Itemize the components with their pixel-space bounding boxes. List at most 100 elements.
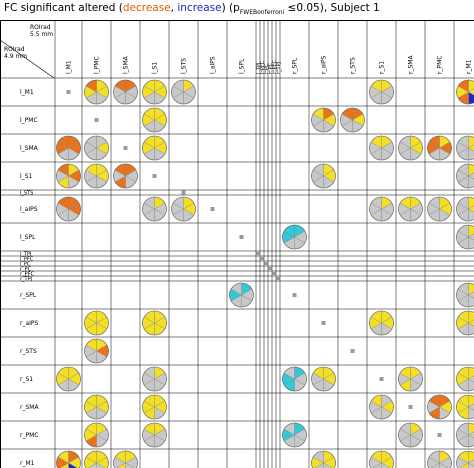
connectivity-glyph: [369, 394, 394, 420]
connectivity-glyph: [311, 366, 336, 392]
connectivity-glyph: [142, 196, 167, 222]
glyph-ring: [369, 310, 394, 336]
glyph-sector: [468, 88, 474, 96]
connectivity-glyph: [142, 310, 167, 336]
diagonal-marker: [66, 90, 71, 94]
connectivity-glyph: [142, 366, 167, 392]
column-label: r_TPJ: [276, 62, 282, 74]
column-label: l_S1: [152, 62, 159, 74]
glyph-sector: [468, 431, 474, 439]
connectivity-glyph: [84, 163, 109, 189]
glyph-ring: [369, 79, 394, 105]
row-label: r_M1: [20, 460, 35, 467]
diagonal-marker: [321, 321, 326, 325]
glyph-ring: [456, 310, 474, 336]
connectivity-glyph: [142, 394, 167, 420]
column-label: l_STS: [181, 58, 188, 74]
glyph-sector: [468, 144, 474, 152]
glyph-ring: [456, 282, 474, 308]
glyph-ring: [369, 450, 394, 468]
row-label: l_PMC: [20, 117, 38, 124]
row-label: l_M1: [20, 89, 34, 96]
row-label: l_SPL: [20, 234, 36, 241]
connectivity-glyph: [113, 450, 138, 468]
connectivity-glyph: [398, 196, 423, 222]
connectivity-glyph: [456, 450, 474, 468]
row-label: l_TPJ: [20, 252, 31, 258]
connectivity-glyph: [456, 224, 474, 250]
connectivity-glyph: [282, 366, 307, 392]
decrease-label: decrease: [122, 2, 171, 14]
connectivity-glyph: [456, 422, 474, 448]
glyph-ring: [142, 310, 167, 336]
connectivity-glyph: [340, 107, 365, 133]
connectivity-glyph: [56, 450, 81, 468]
glyph-sector: [468, 205, 474, 213]
glyph-ring: [398, 366, 423, 392]
diagonal-marker: [379, 377, 384, 381]
column-label: l_M1: [66, 60, 73, 74]
connectivity-glyph: [311, 107, 336, 133]
connectivity-glyph: [369, 135, 394, 161]
glyph-ring: [56, 450, 81, 468]
connectivity-glyph: [84, 422, 109, 448]
connectivity-glyph: [56, 135, 81, 161]
glyph-sector: [323, 462, 333, 468]
glyph-ring: [113, 79, 138, 105]
glyph-ring: [456, 196, 474, 222]
connectivity-glyph: [311, 450, 336, 468]
glyph-sector: [439, 462, 449, 468]
connectivity-glyph: [427, 135, 452, 161]
connectivity-glyph: [142, 107, 167, 133]
glyph-ring: [340, 107, 365, 133]
glyph-ring: [369, 394, 394, 420]
glyph-ring: [427, 196, 452, 222]
diagonal-marker: [260, 257, 264, 260]
header-diagonal: [0, 39, 55, 79]
connectivity-glyph: [427, 450, 452, 468]
connectivity-glyph: [427, 196, 452, 222]
row-label: r_PC: [20, 267, 32, 273]
diagonal-marker: [272, 272, 276, 275]
glyph-ring: [456, 450, 474, 468]
glyph-ring: [84, 163, 109, 189]
glyph-sector: [468, 291, 474, 299]
diagonal-marker: [268, 267, 272, 270]
diagonal-marker: [152, 174, 157, 178]
glyph-ring: [282, 366, 307, 392]
row-label: l_SMA: [20, 145, 39, 152]
glyph-sector: [468, 462, 474, 468]
glyph-ring: [142, 394, 167, 420]
connectivity-glyph: [282, 224, 307, 250]
connectivity-glyph: [84, 79, 109, 105]
column-label: l_PC: [264, 63, 270, 74]
glyph-ring: [311, 450, 336, 468]
glyph-ring: [311, 107, 336, 133]
glyph-ring: [56, 366, 81, 392]
diagonal-marker: [264, 262, 268, 265]
connectivity-glyph: [456, 163, 474, 189]
column-label: r_PC: [268, 62, 274, 74]
row-label: l_PC: [20, 262, 31, 268]
connectivity-glyph: [171, 79, 196, 105]
connectivity-glyph: [282, 422, 307, 448]
diagonal-marker: [437, 433, 442, 437]
connectivity-glyph: [456, 135, 474, 161]
connectivity-glyph: [369, 450, 394, 468]
connectivity-glyph: [113, 163, 138, 189]
glyph-ring: [84, 135, 109, 161]
row-label: r_TPJ: [20, 277, 32, 283]
glyph-ring: [282, 224, 307, 250]
glyph-ring: [113, 163, 138, 189]
connectivity-glyph: [84, 450, 109, 468]
connectivity-glyph: [142, 79, 167, 105]
row-label: r_STS: [20, 348, 37, 355]
glyph-ring: [84, 338, 109, 364]
connectivity-glyph: [171, 196, 196, 222]
connectivity-glyph: [113, 79, 138, 105]
row-label: r_PFC: [20, 272, 34, 278]
diagonal-marker: [350, 349, 355, 353]
connectivity-glyph: [398, 135, 423, 161]
connectivity-glyph: [311, 163, 336, 189]
